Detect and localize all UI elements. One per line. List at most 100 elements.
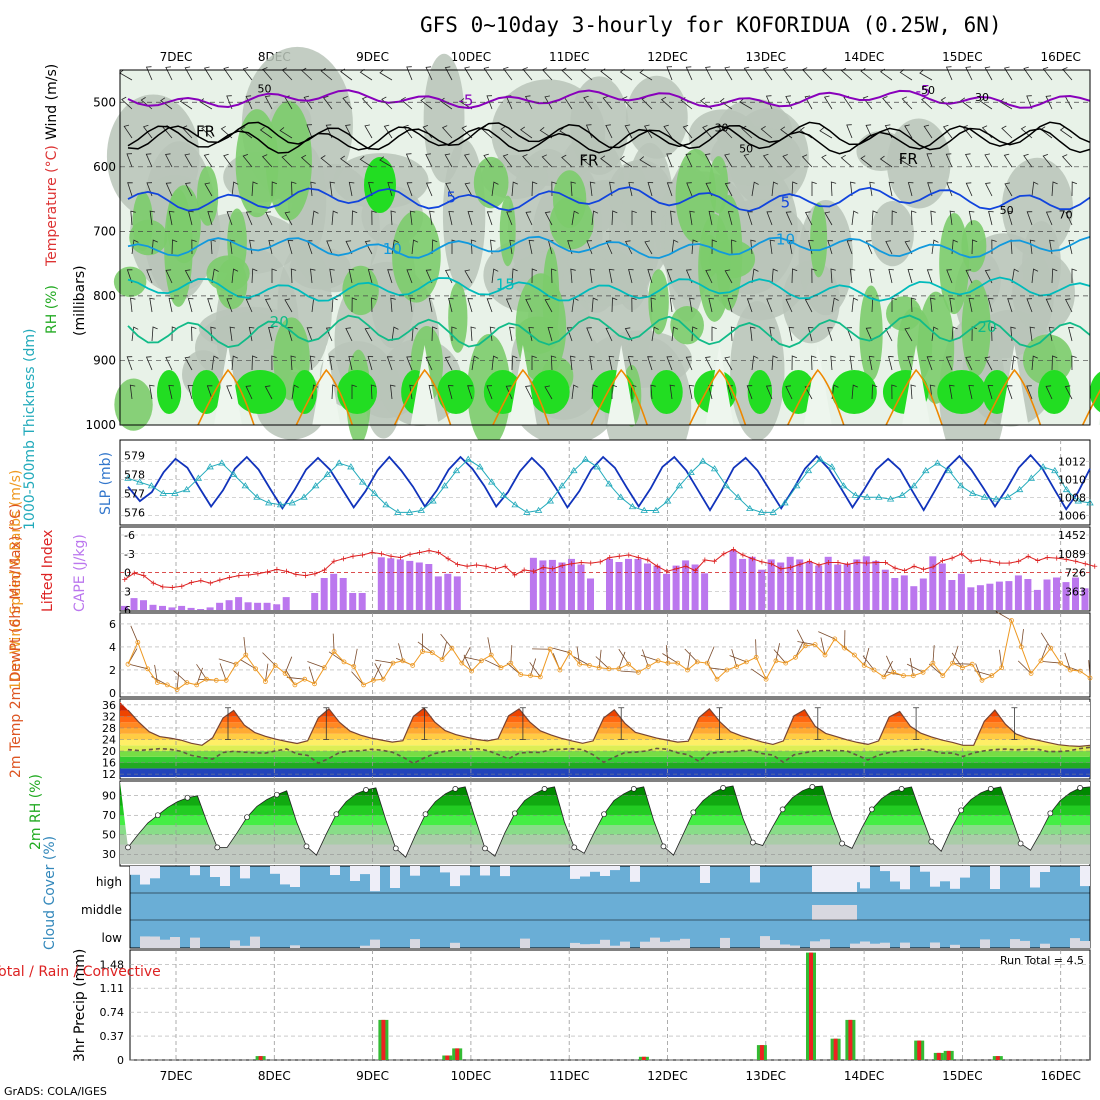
upper-wind-barb [160,97,173,110]
thickness-marker [546,497,555,504]
cape-bar [644,563,651,610]
upper-wind-barb [871,210,878,226]
rh-bright-shade [191,370,221,414]
high-cloud-gap [390,866,400,888]
thickness-marker [452,466,461,474]
rh-green-shade [206,255,250,292]
upper-wind-barb [741,125,753,139]
rh2m-marker [511,810,518,817]
lifted-index-marker [445,556,451,562]
low-cloud-gap [590,943,600,948]
upper-wind-barb [325,124,333,139]
upper-wind-barb [628,268,634,284]
upper-wind-barb [191,326,197,342]
upper-wind-barb [231,355,238,371]
wind-barb [286,676,305,680]
pressure-tick: 800 [93,289,116,303]
date-tick-bottom: 14DEC [844,1069,884,1083]
warm-contour [787,368,845,426]
upper-wind-barb [525,211,533,226]
upper-wind-barb [165,356,173,371]
upper-wind-barb [284,211,293,226]
upper-wind-barb [671,326,679,342]
upper-wind-barb [491,268,499,284]
wind-barb [863,647,870,666]
precip-convective-bar [381,1019,386,1060]
upper-wind-barb [931,326,939,342]
upper-wind-barb [965,66,973,81]
wind-speed-marker [488,652,494,658]
upper-wind-barb [984,269,993,284]
upper-wind-barb [444,356,453,371]
lifted-index-marker [778,566,784,572]
lifted-index-marker [255,571,261,577]
wind-speed-marker [233,661,239,667]
lifted-index-marker [198,578,204,584]
cape-tick: 1452 [1058,529,1086,542]
upper-wind-barb [860,68,873,81]
upper-wind-barb [387,269,393,284]
upper-wind-barb [907,182,914,197]
upper-wind-barb [660,96,673,110]
wind-speed-marker [626,661,631,667]
upper-wind-barb [126,356,133,371]
upper-wind-barb [251,268,258,284]
rh-green-shade [670,306,704,345]
wind-barb [552,647,570,654]
lifted-index-marker [379,551,385,557]
rh-contour-label: 50 [921,84,935,97]
warm-contour [492,368,550,426]
upper-wind-barb [306,124,313,139]
upper-wind-barb [868,355,875,371]
upper-wind-barb [571,210,579,226]
upper-wind-barb [201,125,213,139]
cape-bar [1005,581,1013,610]
wind-speed-marker [145,666,151,672]
wind-speed-marker [125,661,131,667]
lifted-index-marker [749,556,755,562]
upper-wind-barb [351,210,358,226]
upper-wind-barb [165,269,173,284]
upper-wind-barb [727,298,734,313]
rh-green-shade [448,282,468,353]
upper-wind-barb [566,327,573,342]
upper-wind-barb [326,240,333,255]
cape-bar [358,593,366,610]
upper-wind-barb [911,210,917,226]
wind-speed-marker [920,669,926,675]
thickness-marker [312,482,320,489]
low-cloud-gap [600,939,610,948]
date-tick-top: 10DEC [451,50,491,64]
upper-wind-barb [544,298,553,313]
upper-wind-barb [491,355,499,371]
lifted-index-marker [407,551,413,557]
rh-green-shade [939,212,969,315]
lifted-index-marker [692,568,698,574]
temp-band [120,733,1090,740]
lifted-index-axis-label: Lifted Index [40,530,56,612]
wind-speed-marker [410,663,416,668]
wind-speed-marker [537,674,543,680]
date-tick-bottom: 10DEC [451,1069,491,1083]
upper-wind-barb [245,298,253,313]
cape-bar [891,578,899,610]
rh2m-axis-label: 2m RH (%) [28,774,44,850]
upper-wind-barb [931,239,939,255]
upper-wind-barb [425,153,433,168]
upper-wind-barb [544,95,553,110]
rh2m-marker [749,839,756,846]
precip-convective-bar [917,1040,922,1060]
wind-speed-axis-label: 10m Wind Speed & Barbs (m/s) [8,470,24,690]
upper-wind-barb [647,269,653,284]
upper-wind-barb [991,326,997,342]
rh-tick: 30 [102,848,116,861]
upper-wind-barb [368,181,374,197]
wind-barb [598,649,602,668]
upper-wind-barb [351,297,358,313]
precip-convective-bar [759,1045,764,1060]
wind-speed-marker [341,659,347,665]
wind-barb [906,663,924,673]
date-tick-top: 16DEC [1040,50,1080,64]
cape-bar [843,563,851,610]
